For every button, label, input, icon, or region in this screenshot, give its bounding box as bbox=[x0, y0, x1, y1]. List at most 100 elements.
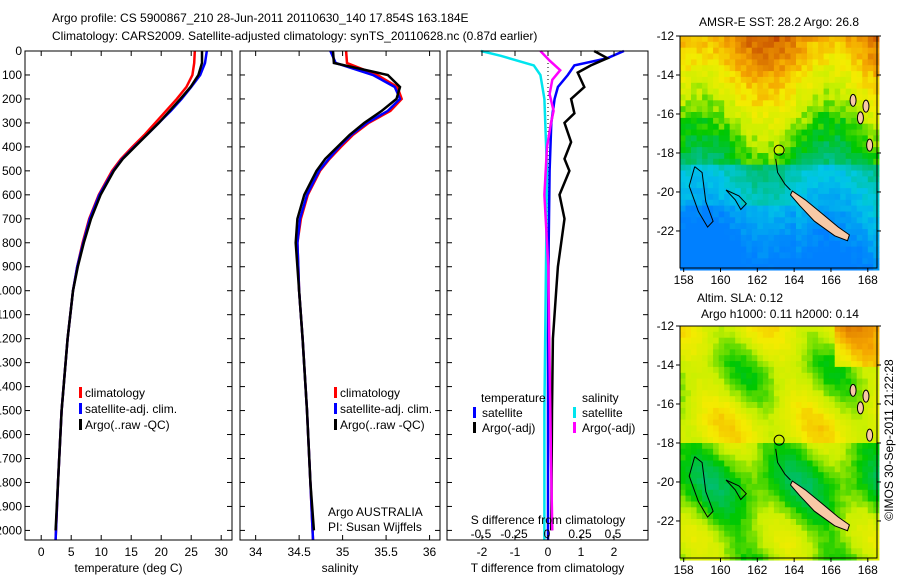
map-cell bbox=[818, 437, 825, 444]
map-cell bbox=[784, 542, 791, 549]
map-cell bbox=[812, 240, 819, 248]
map-cell bbox=[735, 135, 742, 142]
map-cell bbox=[702, 355, 709, 362]
map-cell bbox=[856, 170, 863, 177]
map-cell bbox=[746, 158, 753, 166]
map-cell bbox=[851, 211, 858, 218]
map-cell bbox=[867, 337, 874, 345]
map-cell bbox=[773, 343, 780, 350]
map-cell bbox=[823, 454, 830, 462]
map-cell bbox=[724, 425, 731, 432]
map-cell bbox=[867, 182, 874, 189]
map-cell bbox=[746, 100, 753, 107]
map-cell bbox=[757, 176, 764, 183]
map-cell bbox=[845, 258, 852, 265]
map-cell bbox=[691, 483, 698, 491]
map-cell bbox=[680, 519, 687, 526]
map-cell bbox=[685, 366, 692, 374]
map-cell bbox=[773, 199, 780, 207]
map-cell bbox=[840, 264, 847, 271]
map-cell bbox=[856, 65, 863, 72]
map-cell bbox=[790, 229, 797, 236]
map-cell bbox=[773, 112, 780, 119]
map-cell bbox=[851, 337, 858, 345]
map-cell bbox=[735, 413, 742, 421]
map-cell bbox=[702, 47, 709, 55]
map-cell bbox=[740, 47, 747, 55]
map-cell bbox=[845, 94, 852, 101]
map-cell bbox=[746, 182, 753, 189]
map-cell bbox=[873, 542, 880, 549]
map-cell bbox=[762, 41, 769, 49]
map-cell bbox=[840, 495, 847, 502]
map-cell bbox=[729, 123, 736, 131]
map-cell bbox=[735, 106, 742, 113]
map-cell bbox=[807, 472, 814, 479]
map-cell bbox=[691, 366, 698, 374]
map-cell bbox=[807, 448, 814, 456]
map-cell bbox=[740, 252, 747, 259]
map-cell bbox=[740, 413, 747, 421]
map-cell bbox=[691, 349, 698, 356]
map-cell bbox=[696, 71, 703, 78]
map-cell bbox=[713, 117, 720, 125]
map-cell bbox=[779, 390, 786, 397]
map-cell bbox=[829, 94, 836, 101]
map-cell bbox=[713, 501, 720, 508]
map-cell bbox=[746, 384, 753, 391]
map-cell bbox=[713, 234, 720, 242]
map-cell bbox=[807, 366, 814, 374]
map-cell bbox=[829, 530, 836, 538]
map-cell bbox=[812, 478, 819, 485]
map-cell bbox=[713, 88, 720, 95]
map-cell bbox=[680, 472, 687, 479]
map-cell bbox=[851, 176, 858, 183]
map-cell bbox=[840, 448, 847, 456]
map-cell bbox=[801, 548, 808, 555]
map-cell bbox=[807, 188, 814, 195]
map-cell bbox=[784, 489, 791, 497]
map-cell bbox=[729, 372, 736, 380]
map-cell bbox=[762, 229, 769, 236]
map-cell bbox=[691, 117, 698, 125]
map-cell bbox=[768, 337, 775, 345]
map-cell bbox=[685, 199, 692, 207]
map-cell bbox=[713, 337, 720, 345]
map-cell bbox=[751, 264, 758, 271]
map-cell bbox=[856, 246, 863, 253]
map-cell bbox=[702, 372, 709, 380]
map-cell bbox=[729, 88, 736, 95]
map-cell bbox=[867, 530, 874, 538]
map-cell bbox=[735, 402, 742, 409]
map-cell bbox=[818, 378, 825, 385]
map-cell bbox=[773, 188, 780, 195]
map-cell bbox=[773, 217, 780, 224]
x-tick-label: 34.5 bbox=[287, 545, 311, 559]
map-cell bbox=[807, 483, 814, 491]
map-cell bbox=[845, 460, 852, 467]
map-cell bbox=[735, 88, 742, 95]
map-cell bbox=[873, 112, 880, 119]
map-cell bbox=[707, 164, 714, 172]
map-cell bbox=[873, 407, 880, 415]
map-cell bbox=[757, 258, 764, 265]
map-cell bbox=[812, 264, 819, 271]
map-cell bbox=[724, 170, 731, 177]
map-cell bbox=[840, 466, 847, 473]
map-cell bbox=[696, 366, 703, 374]
map-cell bbox=[840, 343, 847, 350]
map-cell bbox=[729, 519, 736, 526]
reef-outline bbox=[775, 448, 791, 481]
map-cell bbox=[702, 188, 709, 195]
map-cell bbox=[796, 53, 803, 60]
map-cell bbox=[729, 240, 736, 248]
map-cell bbox=[762, 384, 769, 391]
x-tick-label: 35.5 bbox=[374, 545, 398, 559]
map-cell bbox=[713, 472, 720, 479]
map-cell bbox=[862, 71, 869, 78]
y-tick-label: 600 bbox=[2, 188, 22, 202]
map-cell bbox=[740, 513, 747, 520]
map-cell bbox=[751, 223, 758, 230]
map-cell bbox=[768, 153, 775, 160]
map-cell bbox=[840, 100, 847, 107]
